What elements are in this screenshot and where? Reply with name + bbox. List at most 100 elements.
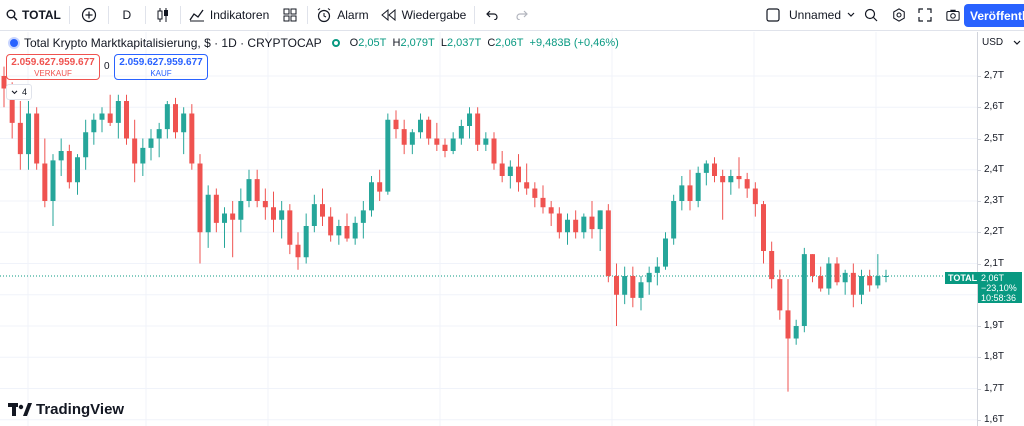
candle[interactable] bbox=[850, 263, 856, 308]
candle[interactable] bbox=[434, 122, 440, 151]
candle[interactable] bbox=[736, 157, 742, 189]
undo-button[interactable] bbox=[477, 0, 507, 31]
candle[interactable] bbox=[246, 169, 252, 208]
candle[interactable] bbox=[75, 154, 80, 195]
candle[interactable] bbox=[483, 132, 489, 151]
candle[interactable] bbox=[818, 266, 824, 292]
candle[interactable] bbox=[287, 204, 293, 255]
candle[interactable] bbox=[875, 254, 881, 289]
candle[interactable] bbox=[605, 204, 611, 283]
candle[interactable] bbox=[826, 257, 832, 295]
candle[interactable] bbox=[687, 169, 693, 211]
candle[interactable] bbox=[458, 119, 464, 145]
candle[interactable] bbox=[769, 241, 775, 289]
candle[interactable] bbox=[761, 201, 766, 264]
candle[interactable] bbox=[360, 201, 366, 239]
indicators-button[interactable]: Indikatoren bbox=[183, 0, 275, 31]
candle[interactable] bbox=[524, 163, 530, 195]
candle[interactable] bbox=[344, 213, 350, 242]
candle[interactable] bbox=[336, 219, 342, 245]
candle[interactable] bbox=[164, 101, 170, 139]
candle[interactable] bbox=[744, 172, 750, 198]
candle[interactable] bbox=[238, 188, 244, 233]
candle[interactable] bbox=[720, 169, 726, 220]
candle[interactable] bbox=[271, 191, 276, 233]
candle[interactable] bbox=[295, 232, 301, 270]
candle[interactable] bbox=[50, 154, 56, 226]
candle[interactable] bbox=[140, 138, 146, 177]
candle[interactable] bbox=[189, 104, 195, 170]
candle[interactable] bbox=[352, 216, 358, 245]
candle[interactable] bbox=[303, 213, 309, 264]
settings-button[interactable] bbox=[886, 0, 912, 31]
candle[interactable] bbox=[26, 101, 31, 170]
candle[interactable] bbox=[377, 169, 383, 201]
candle[interactable] bbox=[230, 201, 236, 258]
candle[interactable] bbox=[369, 176, 374, 217]
candle[interactable] bbox=[475, 107, 481, 151]
candle[interactable] bbox=[565, 213, 570, 245]
candle[interactable] bbox=[589, 201, 595, 239]
candle[interactable] bbox=[630, 266, 636, 308]
candle[interactable] bbox=[785, 279, 791, 392]
candle[interactable] bbox=[320, 188, 325, 227]
candle[interactable] bbox=[728, 169, 734, 195]
candle[interactable] bbox=[83, 119, 89, 170]
candle[interactable] bbox=[156, 122, 162, 158]
candle[interactable] bbox=[867, 269, 873, 292]
sell-button[interactable]: 2.059.627.959.677 VERKAUF bbox=[6, 54, 100, 80]
candle[interactable] bbox=[132, 119, 138, 183]
candle[interactable] bbox=[99, 107, 105, 133]
candle[interactable] bbox=[793, 319, 799, 345]
candle[interactable] bbox=[581, 213, 587, 239]
candle[interactable] bbox=[573, 210, 579, 239]
candle[interactable] bbox=[801, 247, 807, 333]
candle[interactable] bbox=[442, 138, 448, 158]
candle[interactable] bbox=[409, 129, 415, 155]
candle[interactable] bbox=[91, 113, 97, 145]
candle[interactable] bbox=[222, 207, 227, 248]
redo-button[interactable] bbox=[507, 0, 537, 31]
publish-button[interactable]: Veröffentlichen bbox=[964, 4, 1024, 27]
layout-save-checkbox[interactable] bbox=[760, 0, 786, 31]
candle[interactable] bbox=[638, 276, 644, 311]
candle[interactable] bbox=[450, 132, 456, 155]
candle[interactable] bbox=[859, 269, 864, 305]
currency-selector[interactable]: USD bbox=[982, 37, 1021, 48]
candle[interactable] bbox=[34, 107, 40, 170]
candle[interactable] bbox=[262, 188, 268, 220]
candle[interactable] bbox=[679, 176, 685, 211]
candle[interactable] bbox=[58, 138, 64, 177]
candle[interactable] bbox=[842, 269, 848, 295]
candle[interactable] bbox=[516, 154, 521, 192]
interval-button[interactable]: D bbox=[111, 0, 143, 31]
candle[interactable] bbox=[548, 201, 554, 226]
candle[interactable] bbox=[752, 182, 758, 217]
candle[interactable] bbox=[279, 201, 285, 239]
candle[interactable] bbox=[418, 113, 423, 139]
candle[interactable] bbox=[703, 160, 709, 186]
candle[interactable] bbox=[107, 94, 113, 126]
candle[interactable] bbox=[712, 157, 717, 183]
buy-button[interactable]: 2.059.627.959.677 KAUF bbox=[114, 54, 208, 80]
candle[interactable] bbox=[671, 194, 677, 245]
candle[interactable] bbox=[695, 166, 701, 208]
candle[interactable] bbox=[834, 257, 840, 286]
candle[interactable] bbox=[385, 113, 391, 195]
candle[interactable] bbox=[124, 94, 129, 145]
templates-button[interactable] bbox=[275, 0, 305, 31]
candlestick-chart[interactable] bbox=[0, 32, 977, 426]
candle[interactable] bbox=[401, 119, 407, 155]
candle[interactable] bbox=[205, 185, 211, 248]
candle[interactable] bbox=[328, 207, 334, 242]
candle[interactable] bbox=[499, 151, 505, 183]
candle[interactable] bbox=[654, 257, 660, 286]
replay-button[interactable]: Wiedergabe bbox=[375, 0, 473, 31]
candle[interactable] bbox=[777, 269, 783, 320]
screenshot-button[interactable] bbox=[940, 0, 966, 31]
candle[interactable] bbox=[393, 110, 399, 139]
candle[interactable] bbox=[597, 210, 603, 251]
candle[interactable] bbox=[614, 263, 619, 327]
candle[interactable] bbox=[540, 185, 546, 214]
candle[interactable] bbox=[467, 107, 472, 139]
